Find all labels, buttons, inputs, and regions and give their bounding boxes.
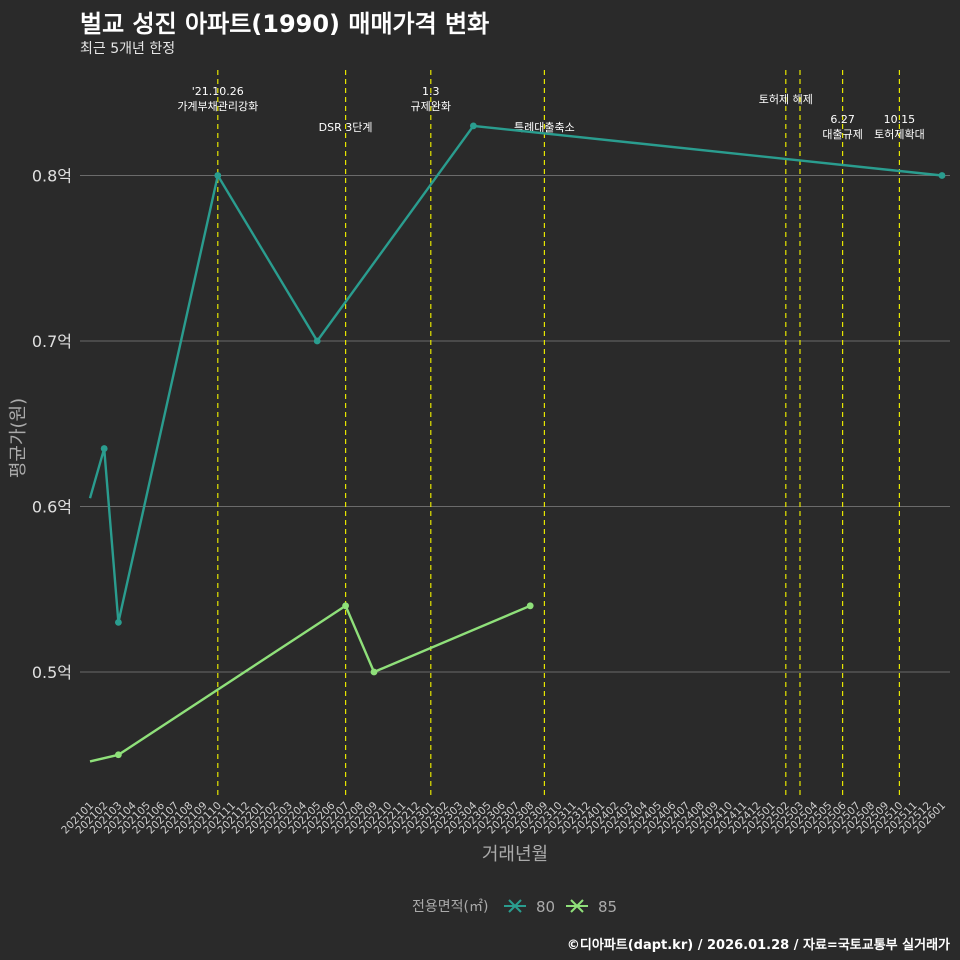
legend: 전용면적(㎡) 80 85 xyxy=(412,898,617,916)
event-label: 규제완화 xyxy=(411,100,451,113)
x-axis-label: 거래년월 xyxy=(482,844,548,865)
data-point xyxy=(342,602,349,610)
y-axis-label: 평균가(원) xyxy=(8,398,29,478)
y-tick-label: 0.5억 xyxy=(32,663,72,682)
series-layer xyxy=(88,122,946,763)
data-point xyxy=(115,751,122,759)
data-point xyxy=(938,172,946,179)
y-tick-label: 0.7억 xyxy=(32,332,72,351)
y-axis: 0.5억 0.6억 0.7억 0.8억 xyxy=(32,167,72,683)
y-tick-label: 0.8억 xyxy=(32,167,72,186)
legend-key-mark xyxy=(508,899,522,913)
data-point xyxy=(526,602,534,610)
legend-label: 85 xyxy=(598,898,617,916)
data-point xyxy=(214,172,222,179)
legend-title: 전용면적(㎡) xyxy=(412,899,488,915)
event-label: 대출규제 xyxy=(822,128,862,141)
grid-layer xyxy=(80,175,950,673)
event-label: 1.3 xyxy=(422,85,440,98)
event-label: 토허제확대 xyxy=(874,128,925,141)
x-axis: 2021012021022021032021042021052021062021… xyxy=(59,799,948,836)
chart-title: 벌교 성진 아파트(1990) 매매가격 변화 xyxy=(80,10,490,38)
data-point xyxy=(370,668,378,676)
series-line-85 xyxy=(89,604,531,763)
source-caption: ©디아파트(dapt.kr) / 2026.01.28 / 자료=국토교통부 실… xyxy=(566,938,950,953)
data-point xyxy=(470,122,477,130)
y-tick-label: 0.6억 xyxy=(32,498,72,517)
chart-subtitle: 최근 5개년 한정 xyxy=(80,41,176,57)
data-point xyxy=(115,618,122,626)
data-point xyxy=(100,445,108,452)
legend-key-mark xyxy=(570,899,584,913)
event-label: 토허제 해제 xyxy=(759,92,813,106)
event-label: 가계부채관리강화 xyxy=(177,100,258,113)
event-label: DSR 3단계 xyxy=(319,121,373,134)
event-label: 10.15 xyxy=(884,113,916,126)
data-point xyxy=(313,337,321,345)
event-label: '21.10.26 xyxy=(192,85,244,98)
event-label: 6.27 xyxy=(830,113,855,126)
legend-label: 80 xyxy=(536,898,555,916)
